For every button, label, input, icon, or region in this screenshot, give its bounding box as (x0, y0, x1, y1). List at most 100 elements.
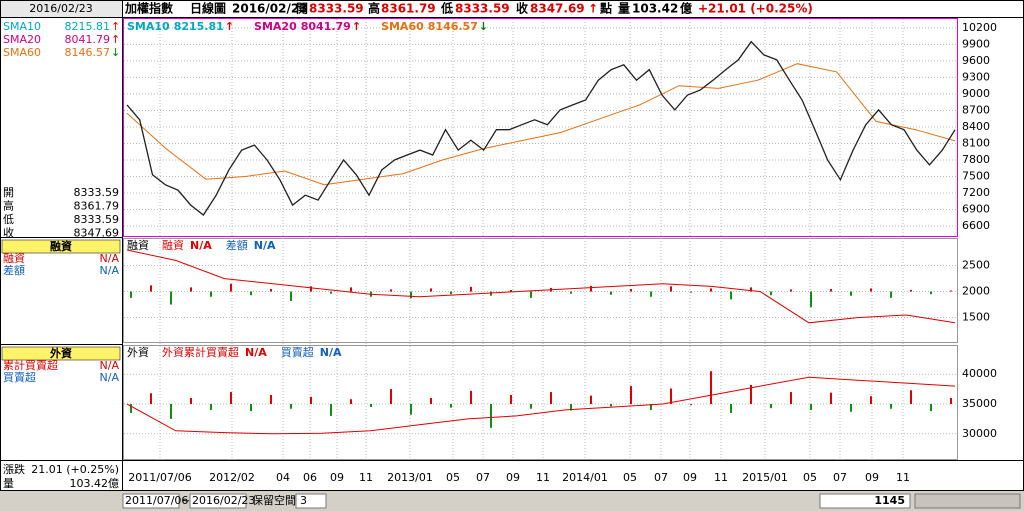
header-item: 高 (368, 1, 380, 16)
legend-arrow: ↑ (352, 20, 361, 33)
tool-buttons[interactable] (914, 493, 1021, 509)
ohlc-name: 高 (3, 199, 14, 213)
header-item: 點 (600, 1, 612, 16)
date-box (1, 1, 122, 17)
x-tick-label: 09 (865, 471, 879, 484)
bar (470, 286, 472, 292)
cumulative-line (126, 376, 956, 435)
x-tick-label: 06 (303, 471, 317, 484)
y-tick-label: 7500 (962, 169, 990, 182)
bar (730, 291, 732, 300)
end-date-box[interactable] (189, 493, 247, 509)
y-tick-label: 6900 (962, 202, 990, 215)
ohlc-value: 8333.59 (74, 213, 120, 226)
bar (330, 291, 332, 294)
foreign-row-name: 累計買賣超 (3, 358, 58, 372)
x-tick-label: 05 (803, 471, 817, 484)
bar (810, 403, 812, 410)
y-tick-label: 35000 (962, 397, 997, 410)
x-tick-label: 07 (833, 471, 847, 484)
bar (950, 398, 952, 404)
bar (810, 291, 812, 308)
legend-value: 8041.79 (301, 20, 351, 33)
legend-value: N/A (254, 239, 276, 252)
bar (290, 291, 292, 301)
y-tick-label: 8100 (962, 136, 990, 149)
foreign-row-value: N/A (100, 359, 120, 372)
x-tick-label: 09 (683, 471, 697, 484)
summary-name: 量 (3, 477, 14, 490)
bar (210, 291, 212, 297)
y-tick-label: 9300 (962, 70, 990, 83)
header-item: 日線圖 (190, 1, 226, 16)
bar (570, 291, 572, 294)
margin-row-name: 差額 (3, 263, 25, 277)
x-tick-label: 05 (623, 471, 637, 484)
margin-title: 融資 (50, 239, 72, 253)
header-item: 量 (618, 2, 630, 16)
y-tick-label: 9000 (962, 87, 990, 100)
legend-name: SMA10 (127, 20, 170, 33)
ohlc-name: 開 (3, 186, 14, 199)
price-panel (123, 18, 958, 237)
bar (150, 285, 152, 292)
bar (950, 290, 952, 292)
bar (770, 403, 772, 409)
bar (670, 388, 672, 404)
bar (570, 403, 572, 411)
header-item: 收 (516, 1, 528, 16)
bar (710, 371, 712, 404)
header-item: 2016/02/23 (232, 2, 308, 16)
bar (870, 396, 872, 404)
bar (830, 392, 832, 404)
panel-label: 外資 (127, 346, 149, 359)
bar (170, 291, 172, 305)
legend-name: SMA60 (381, 20, 424, 33)
header-item: 8347.69 (530, 2, 585, 16)
bar (130, 291, 132, 298)
bar (730, 403, 732, 413)
summary-value: 103.42億 (70, 477, 120, 490)
x-tick-label: 11 (359, 471, 373, 484)
y-tick-label: 8400 (962, 120, 990, 133)
bar (790, 289, 792, 292)
legend-name: SMA20 (254, 20, 297, 33)
bar (930, 291, 932, 295)
y-tick-label: 6600 (962, 219, 990, 232)
panel-label: 融資 (127, 239, 149, 252)
sma-arrow: ↑ (111, 20, 120, 33)
bar (890, 403, 892, 409)
bar (130, 403, 132, 413)
legend-arrow: ↑ (225, 20, 234, 33)
bar (870, 288, 872, 292)
bar (690, 403, 692, 406)
bar (670, 286, 672, 292)
y-tick-label: 30000 (962, 427, 997, 440)
start-date: 2011/07/06 (125, 494, 188, 507)
bar (210, 403, 212, 410)
bar (190, 287, 192, 292)
bar (550, 392, 552, 404)
bar (370, 403, 372, 407)
bar (450, 403, 452, 408)
y-tick-label: 7800 (962, 153, 990, 166)
margin-header (1, 239, 121, 254)
bar (630, 288, 632, 292)
x-tick-label: 04 (276, 471, 290, 484)
sma-name: SMA20 (3, 33, 41, 46)
margin-row-value: N/A (100, 264, 120, 277)
start-date-box[interactable] (122, 493, 180, 509)
separator: ~ (181, 494, 190, 507)
bar (750, 384, 752, 404)
bar (910, 290, 912, 292)
reserve-box[interactable] (295, 493, 327, 509)
y-tick-label: 7200 (962, 186, 990, 199)
bar (290, 403, 292, 409)
header-item: 8333.59 (455, 2, 510, 16)
bar (310, 396, 312, 404)
legend-name: 融資 (162, 239, 184, 252)
bar (490, 403, 492, 428)
bar (270, 395, 272, 404)
count-box[interactable] (819, 493, 911, 509)
